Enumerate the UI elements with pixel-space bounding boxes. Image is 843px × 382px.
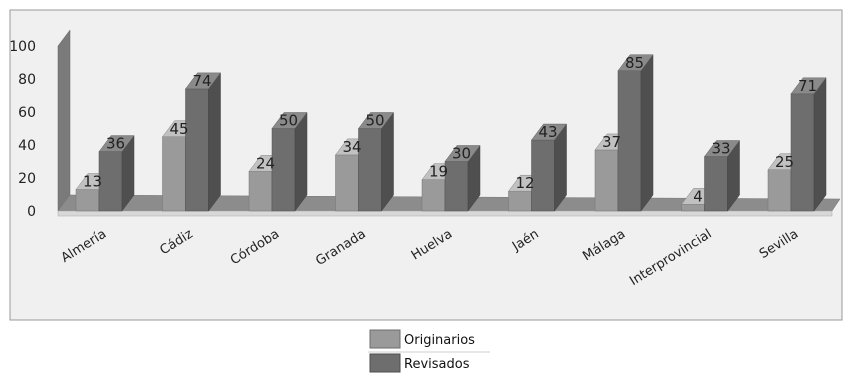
bar-front <box>358 128 382 212</box>
bar-front <box>790 93 815 212</box>
bar-front <box>421 179 446 212</box>
bar <box>185 72 221 212</box>
bar-side <box>813 77 827 212</box>
data-label: 50 <box>365 112 384 130</box>
y-tick-label: 80 <box>18 72 36 88</box>
bar-front <box>271 128 296 212</box>
floor-edge <box>57 210 833 217</box>
bar-front <box>767 169 792 212</box>
bar-front <box>444 161 469 212</box>
data-label: 13 <box>83 173 102 191</box>
bar <box>358 111 394 212</box>
data-label: 71 <box>798 77 817 95</box>
legend-label: Originarios <box>404 333 475 348</box>
bars <box>75 54 827 212</box>
y-tick-label: 40 <box>18 138 36 154</box>
bar-front <box>248 171 273 212</box>
data-label: 43 <box>538 123 557 141</box>
legend-swatch <box>369 353 401 373</box>
data-label: 36 <box>106 135 125 153</box>
legend-label: Revisados <box>404 357 470 372</box>
bar <box>444 144 481 212</box>
bar-top <box>358 112 394 129</box>
y-tick-label: 0 <box>27 204 36 220</box>
bar-front <box>185 88 209 212</box>
bar-top <box>271 112 308 129</box>
bar-top <box>531 123 567 141</box>
chart-frame <box>9 9 843 321</box>
y-axis-ticks: 0 20 40 60 80 100 <box>9 39 36 220</box>
bar-top <box>185 72 221 90</box>
bar-front <box>508 190 532 212</box>
data-label: 74 <box>192 72 211 90</box>
plot-frame <box>9 9 843 321</box>
bar <box>790 77 827 212</box>
bar <box>531 123 567 212</box>
bar-front <box>594 149 619 212</box>
bar-top <box>704 140 740 157</box>
y-tick-label: 60 <box>18 105 36 121</box>
y-tick-label: 20 <box>18 171 36 187</box>
bar-top <box>98 135 135 152</box>
data-label: 25 <box>775 153 794 171</box>
bar-front <box>617 70 642 212</box>
bar <box>617 54 654 212</box>
bar-top <box>617 54 654 71</box>
data-label: 85 <box>625 54 644 72</box>
bar-front <box>335 154 359 212</box>
data-label: 24 <box>256 154 275 172</box>
bar-front <box>531 139 555 212</box>
data-label: 34 <box>342 138 361 156</box>
bar-front <box>704 156 728 212</box>
data-label: 30 <box>452 145 471 163</box>
bar-top <box>790 77 827 95</box>
legend-swatch <box>369 329 401 349</box>
bar-side <box>640 54 654 212</box>
bar-front <box>98 151 123 212</box>
bar <box>271 111 308 212</box>
chart-wall <box>57 29 71 212</box>
bar-top <box>444 145 481 162</box>
data-label: 19 <box>429 163 448 181</box>
data-label: 45 <box>169 120 188 138</box>
y-tick-label: 100 <box>9 39 36 55</box>
data-label: 12 <box>515 174 534 192</box>
legend: Originarios Revisados <box>368 329 490 373</box>
data-label: 37 <box>602 133 621 151</box>
bar-front <box>162 136 186 212</box>
data-label: 33 <box>711 140 730 158</box>
bar <box>98 134 135 212</box>
data-label: 4 <box>693 187 703 205</box>
bar-front <box>75 189 100 212</box>
bar <box>704 139 740 212</box>
bar-side <box>208 72 221 212</box>
data-label: 50 <box>279 112 298 130</box>
